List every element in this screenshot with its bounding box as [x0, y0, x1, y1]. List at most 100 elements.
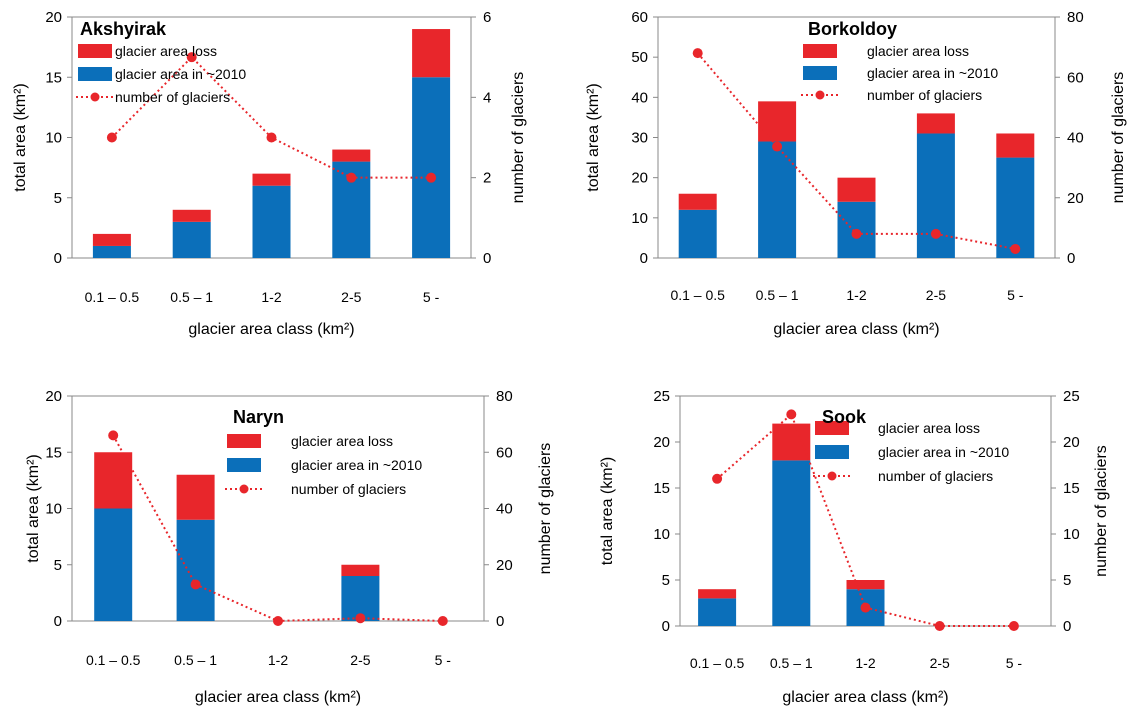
legend: glacier area loss glacier area in ~2010 nu… [76, 43, 246, 105]
bar-area-loss [332, 149, 371, 162]
legend-label-area: glacier area in ~2010 [867, 65, 998, 81]
y-tick-label: 0 [662, 618, 670, 635]
x-tick-label: 0.5 – 1 [170, 289, 213, 305]
x-tick-label: 0.1 – 0.5 [85, 289, 140, 305]
y2-tick-label: 40 [496, 501, 513, 518]
y2-tick-label: 2 [483, 170, 491, 187]
y-tick-label: 30 [631, 130, 648, 147]
x-tick-label: 5 - [1006, 655, 1023, 671]
y-tick-label: 0 [54, 613, 62, 630]
y-tick-label: 5 [662, 572, 670, 589]
bar-area-2010 [176, 519, 215, 621]
legend-label-loss: glacier area loss [867, 43, 969, 59]
x-tick-label: 0.5 – 1 [174, 652, 217, 668]
y2-tick-label: 25 [1063, 388, 1080, 405]
glacier-count-point [930, 228, 941, 239]
y2-axis-label: number of glaciers [1110, 72, 1127, 204]
legend-swatch-count-point [90, 92, 100, 102]
legend-swatch-area [78, 67, 112, 81]
legend-label-area: glacier area in ~2010 [878, 444, 1009, 460]
bar-area-loss [412, 29, 451, 78]
glacier-count-point [1008, 621, 1019, 631]
bar-area-loss [996, 133, 1035, 158]
x-tick-label: 0.1 – 0.5 [690, 655, 745, 671]
chart-panel-borkoldoy: 0 10 20 30 40 50 60 0 20 40 60 80 0.1 – 0.5 0.5 – 1 1-… [585, 9, 1127, 338]
bar-area-loss [678, 193, 717, 210]
x-axis-label: glacier area class (km²) [188, 321, 354, 338]
x-tick-label: 2-5 [350, 652, 370, 668]
y2-tick-label: 80 [496, 388, 513, 405]
x-tick-label: 1-2 [268, 652, 288, 668]
chart-panel-sook: 0 5 10 15 20 25 0 5 10 15 20 25 0.1 – 0.5 0.5 – 1 1-2 2… [599, 388, 1110, 706]
y-tick-label: 60 [631, 9, 648, 26]
legend: glacier area loss glacier area in ~2010 nu… [801, 43, 998, 103]
y2-tick-label: 15 [1063, 480, 1080, 497]
bar-area-loss [772, 423, 811, 461]
legend-label-count: number of glaciers [115, 89, 230, 105]
legend-label-count: number of glaciers [867, 87, 982, 103]
glacier-count-point [851, 228, 862, 239]
bar-area-2010 [412, 77, 451, 258]
x-tick-label: 0.1 – 0.5 [670, 287, 725, 303]
panel-title: Naryn [233, 407, 284, 427]
legend-label-loss: glacier area loss [291, 433, 393, 449]
bar-area-loss [94, 452, 133, 509]
glacier-count-point [273, 616, 283, 626]
x-tick-label: 5 - [423, 289, 440, 305]
y-axis-label: total area (km²) [585, 83, 602, 191]
legend-label-area: glacier area in ~2010 [291, 457, 422, 473]
glacier-count-point [692, 48, 703, 59]
x-tick-label: 0.5 – 1 [770, 655, 813, 671]
y-axis-label: total area (km²) [599, 457, 616, 565]
x-tick-label: 5 - [1007, 287, 1024, 303]
legend-swatch-loss [78, 44, 112, 58]
bar-area-loss [341, 564, 380, 576]
legend-swatch-loss [227, 434, 261, 448]
glacier-count-point [355, 613, 366, 624]
y2-axis-label: number of glaciers [537, 443, 554, 575]
legend-label-loss: glacier area loss [878, 420, 980, 436]
bar-area-2010 [996, 157, 1035, 258]
glacier-count-point [772, 141, 783, 152]
legend-label-count: number of glaciers [291, 481, 406, 497]
x-tick-label: 1-2 [261, 289, 281, 305]
y-tick-label: 10 [45, 501, 62, 518]
x-tick-label: 1-2 [846, 287, 866, 303]
glacier-count-point [426, 172, 437, 183]
y-tick-label: 10 [631, 210, 648, 227]
chart-panel-naryn: 0 5 10 15 20 0 20 40 60 80 0.1 – 0.5 0.5 – 1 1-2 2-5 5… [25, 388, 554, 706]
y-tick-label: 40 [631, 89, 648, 106]
y-axis-label: total area (km²) [12, 83, 29, 191]
y-tick-label: 10 [653, 526, 670, 543]
y-tick-label: 25 [653, 388, 670, 405]
legend-label-loss: glacier area loss [115, 43, 217, 59]
y-tick-label: 15 [45, 444, 62, 461]
y-tick-label: 0 [640, 250, 648, 267]
y2-tick-label: 6 [483, 9, 491, 26]
bar-area-loss [252, 173, 291, 186]
y2-tick-label: 20 [1063, 434, 1080, 451]
glacier-count-point [934, 621, 945, 631]
y2-axis-label: number of glaciers [1093, 445, 1110, 577]
x-axis-label: glacier area class (km²) [195, 689, 361, 706]
x-axis-label: glacier area class (km²) [773, 321, 939, 338]
y2-tick-label: 20 [496, 557, 513, 574]
x-tick-label: 5 - [435, 652, 452, 668]
legend-label-count: number of glaciers [878, 468, 993, 484]
y2-tick-label: 0 [483, 250, 491, 267]
panel-title: Akshyirak [80, 19, 167, 39]
y2-tick-label: 20 [1067, 190, 1084, 207]
glacier-count-point [860, 602, 871, 613]
y2-tick-label: 0 [496, 613, 504, 630]
glacier-count-point [108, 430, 119, 441]
y-tick-label: 50 [631, 49, 648, 66]
bar-area-2010 [758, 141, 797, 258]
y-tick-label: 15 [653, 480, 670, 497]
bar-area-loss [698, 589, 737, 599]
panel-title: Sook [822, 407, 867, 427]
y2-tick-label: 0 [1067, 250, 1075, 267]
glacier-count-point [266, 132, 277, 143]
legend-swatch-area [803, 66, 837, 80]
x-tick-label: 2-5 [926, 287, 946, 303]
y2-tick-label: 40 [1067, 130, 1084, 147]
